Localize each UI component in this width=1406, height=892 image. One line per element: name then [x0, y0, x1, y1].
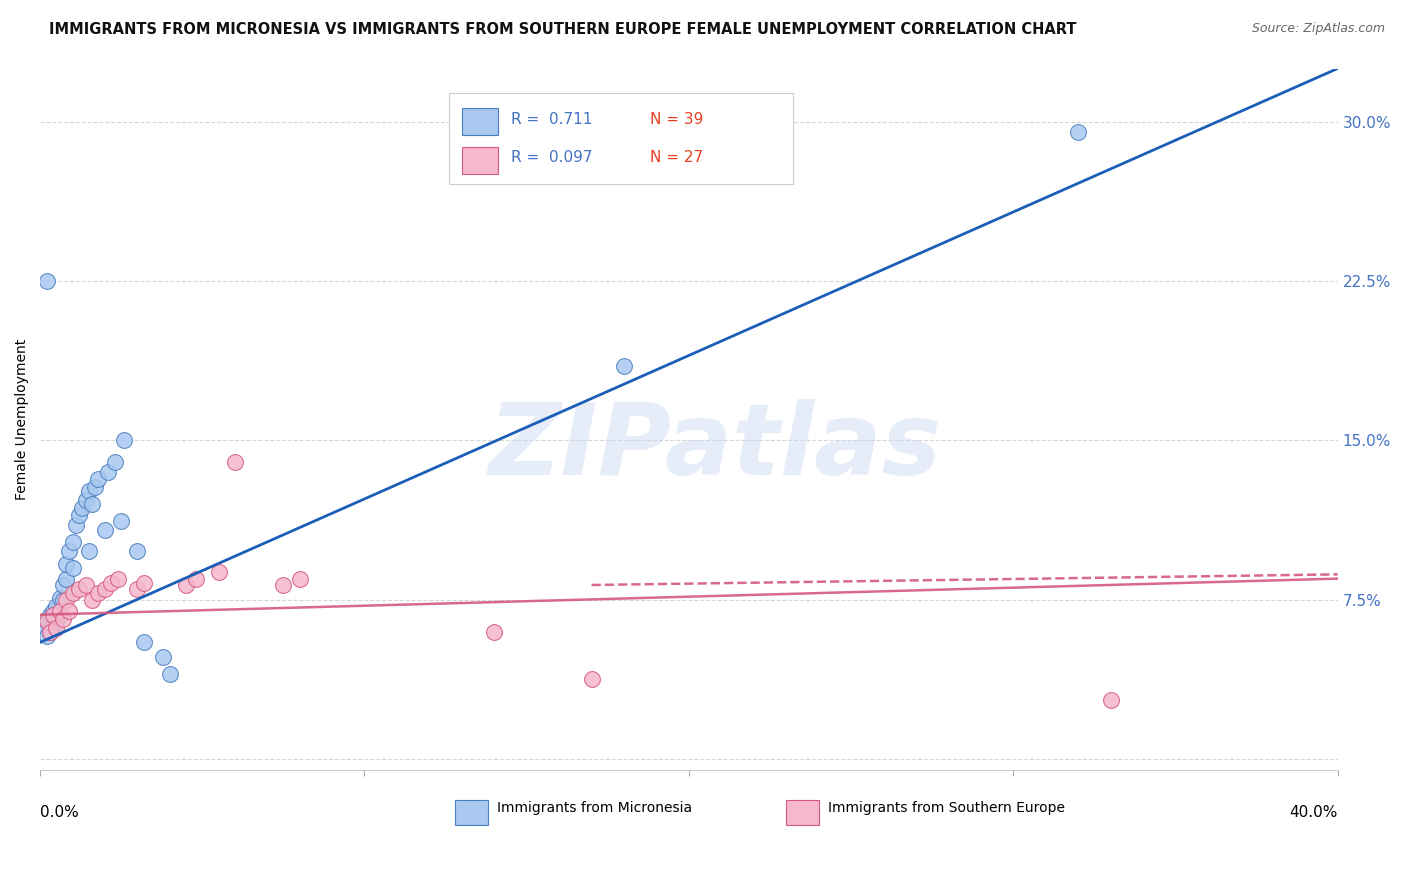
Point — [132, 635, 155, 649]
Text: 0.0%: 0.0% — [41, 805, 79, 820]
Point — [52, 593, 75, 607]
Point — [613, 359, 636, 373]
Point — [67, 508, 90, 522]
Text: ZIPatlas: ZIPatlas — [488, 399, 942, 496]
Bar — [456, 800, 488, 824]
Point — [273, 578, 295, 592]
Point — [35, 274, 58, 288]
Point — [42, 603, 65, 617]
Point — [107, 572, 129, 586]
Point — [1067, 125, 1090, 139]
Text: Source: ZipAtlas.com: Source: ZipAtlas.com — [1251, 22, 1385, 36]
Point — [35, 614, 58, 628]
Point — [80, 497, 103, 511]
Point — [1099, 692, 1122, 706]
Point — [38, 624, 60, 639]
Point — [45, 620, 67, 634]
Point — [581, 672, 603, 686]
Point — [159, 667, 181, 681]
Point — [100, 575, 122, 590]
Point — [62, 586, 84, 600]
Point — [132, 575, 155, 590]
Point — [110, 514, 132, 528]
Point — [75, 493, 97, 508]
Point — [80, 593, 103, 607]
Point — [67, 582, 90, 597]
Point — [32, 620, 55, 634]
Text: 40.0%: 40.0% — [1289, 805, 1337, 820]
Bar — [461, 147, 498, 174]
Point — [62, 535, 84, 549]
Y-axis label: Female Unemployment: Female Unemployment — [15, 339, 30, 500]
Point — [152, 650, 174, 665]
Point — [52, 612, 75, 626]
Text: Immigrants from Micronesia: Immigrants from Micronesia — [496, 802, 692, 815]
Point — [52, 578, 75, 592]
Point — [484, 624, 506, 639]
Bar — [786, 800, 818, 824]
Point — [38, 607, 60, 622]
Point — [94, 582, 117, 597]
Point — [104, 455, 127, 469]
Point — [94, 523, 117, 537]
Point — [174, 578, 197, 592]
Point — [48, 591, 70, 605]
Point — [77, 544, 100, 558]
Point — [75, 578, 97, 592]
Point — [288, 572, 311, 586]
Point — [55, 593, 77, 607]
FancyBboxPatch shape — [449, 93, 793, 185]
Bar — [461, 109, 498, 136]
Point — [224, 455, 246, 469]
Point — [72, 501, 94, 516]
Text: IMMIGRANTS FROM MICRONESIA VS IMMIGRANTS FROM SOUTHERN EUROPE FEMALE UNEMPLOYMEN: IMMIGRANTS FROM MICRONESIA VS IMMIGRANTS… — [49, 22, 1077, 37]
Text: R =  0.711: R = 0.711 — [512, 112, 592, 127]
Point — [35, 629, 58, 643]
Point — [87, 472, 110, 486]
Point — [58, 544, 80, 558]
Point — [45, 599, 67, 614]
Text: Immigrants from Southern Europe: Immigrants from Southern Europe — [828, 802, 1064, 815]
Point — [77, 484, 100, 499]
Point — [42, 618, 65, 632]
Point — [55, 572, 77, 586]
Text: R =  0.097: R = 0.097 — [512, 150, 592, 165]
Text: N = 39: N = 39 — [650, 112, 703, 127]
Point — [62, 561, 84, 575]
Point — [55, 557, 77, 571]
Point — [184, 572, 207, 586]
Point — [58, 603, 80, 617]
Point — [87, 586, 110, 600]
Point — [84, 480, 107, 494]
Point — [65, 518, 87, 533]
Point — [42, 607, 65, 622]
Point — [127, 544, 149, 558]
Point — [38, 624, 60, 639]
Point — [48, 603, 70, 617]
Point — [48, 607, 70, 622]
Point — [97, 466, 120, 480]
Point — [207, 566, 229, 580]
Point — [35, 614, 58, 628]
Point — [45, 614, 67, 628]
Text: N = 27: N = 27 — [650, 150, 703, 165]
Point — [127, 582, 149, 597]
Point — [114, 434, 136, 448]
